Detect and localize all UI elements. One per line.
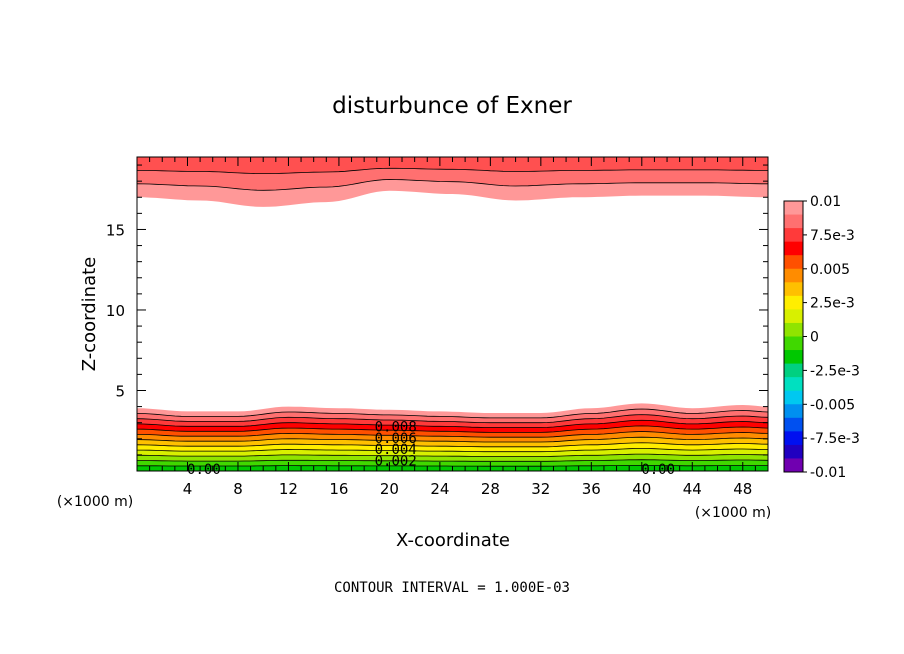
y-axis-label: Z-coordinate	[79, 257, 100, 372]
colorbar-swatch	[784, 295, 803, 310]
colorbar-label: 2.5e-3	[810, 296, 855, 312]
contour-line	[137, 431, 769, 438]
colorbar-label: -7.5e-3	[810, 431, 860, 447]
contour-line	[136, 408, 769, 419]
contour-band	[137, 459, 768, 467]
colorbar-swatch	[784, 458, 803, 473]
contour-line	[136, 442, 769, 448]
contour-band	[137, 157, 768, 174]
contour-band	[137, 403, 768, 418]
contour-label: 0.008	[375, 420, 417, 436]
colorbar-swatch	[784, 228, 803, 243]
x-axis-label: X-coordinate	[396, 530, 510, 551]
colorbar-label: 0	[810, 330, 819, 346]
contour-fill-layer	[137, 157, 768, 471]
contour-band	[137, 168, 768, 191]
contour-line	[137, 167, 768, 174]
contour-band	[137, 454, 768, 462]
colorbar-swatch	[784, 404, 803, 419]
x-tick-label: 12	[279, 480, 298, 498]
colorbar-swatch	[784, 390, 803, 405]
x-tick-label: 24	[430, 480, 449, 498]
x-unit-right: (×1000 m)	[695, 505, 771, 521]
contour-band	[137, 420, 768, 433]
colorbar-swatch	[784, 255, 803, 270]
y-tick-label: 15	[106, 222, 125, 240]
contour-label: 0.00	[641, 462, 675, 478]
x-tick-label: 8	[233, 480, 243, 498]
contour-label: 0.002	[375, 453, 417, 469]
colorbar-swatch	[784, 268, 803, 283]
contour-line	[137, 448, 768, 453]
x-tick-label: 36	[582, 480, 601, 498]
contour-line	[136, 414, 769, 424]
x-tick-label: 48	[733, 480, 752, 498]
colorbar-swatch	[784, 214, 803, 229]
y-axis-ticks: 5 10 15	[106, 164, 768, 456]
contour-line	[137, 453, 769, 457]
contour-label: 0.00	[187, 462, 221, 478]
x-tick-label: 4	[183, 480, 193, 498]
x-tick-label: 28	[481, 480, 500, 498]
colorbar-swatch	[784, 322, 803, 337]
contour-line	[136, 425, 769, 433]
contour-line	[136, 419, 769, 428]
colorbar-swatch	[784, 431, 803, 446]
colorbar-label: -0.01	[810, 465, 846, 481]
contour-label: 0.004	[375, 442, 417, 458]
x-tick-label: 44	[683, 480, 702, 498]
contour-interval-note: CONTOUR INTERVAL = 1.000E-03	[334, 580, 570, 596]
x-tick-label: 32	[531, 480, 550, 498]
colorbar-label: 7.5e-3	[810, 228, 855, 244]
x-tick-label: 20	[380, 480, 399, 498]
colorbar-swatch	[784, 363, 803, 378]
y-tick-label: 5	[115, 383, 125, 401]
x-unit-left: (×1000 m)	[57, 494, 133, 510]
colorbar: 0.01 7.5e-3 0.005 2.5e-3 0 -2.5e-3 -0.005 -7.5e…	[783, 194, 860, 481]
colorbar-swatch	[784, 444, 803, 459]
contour-line	[136, 459, 769, 462]
colorbar-swatch	[784, 350, 803, 365]
contour-band	[137, 437, 768, 447]
colorbar-swatch	[784, 417, 803, 432]
colorbar-swatch	[784, 336, 803, 351]
chart-title: disturbunce of Exner	[332, 93, 572, 119]
x-tick-label: 16	[329, 480, 348, 498]
contour-band	[137, 179, 768, 207]
colorbar-swatch	[784, 377, 803, 392]
contour-line	[136, 436, 769, 443]
colorbar-swatch	[784, 282, 803, 297]
contour-label: 0.006	[375, 431, 417, 447]
colorbar-swatch	[784, 241, 803, 256]
y-tick-label: 10	[106, 302, 125, 320]
colorbar-label: -0.005	[810, 397, 855, 413]
colorbar-label: -2.5e-3	[810, 363, 860, 379]
contour-line	[136, 179, 768, 191]
colorbar-swatch	[784, 201, 803, 216]
x-axis-ticks: 4 8 12 16 20 24 28 32 36 40 44 48	[149, 157, 756, 498]
colorbar-label: 0.01	[810, 194, 841, 210]
contour-line-layer	[136, 167, 769, 467]
contour-band	[137, 414, 768, 428]
colorbar-label: 0.005	[810, 262, 850, 278]
colorbar-swatch	[784, 309, 803, 324]
x-tick-label: 40	[632, 480, 651, 498]
